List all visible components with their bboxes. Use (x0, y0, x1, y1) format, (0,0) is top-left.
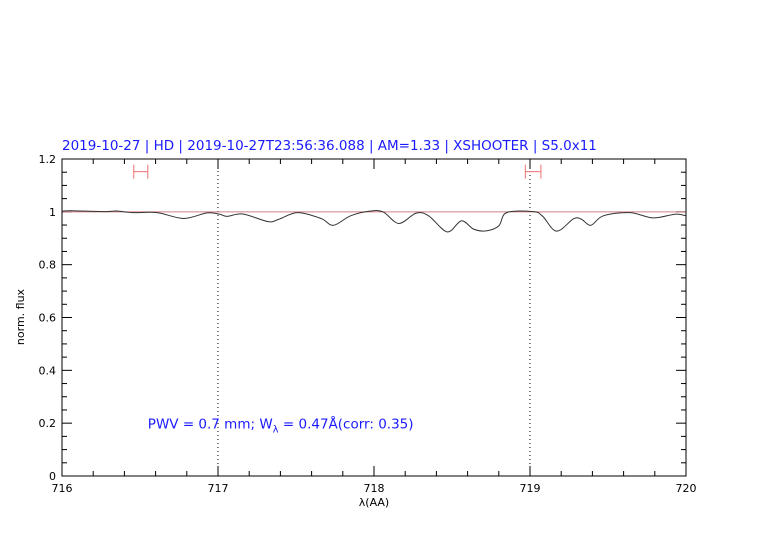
x-tick-label: 718 (364, 482, 385, 495)
annotation-subscript: λ (273, 424, 279, 435)
annotation-prefix: PWV = 0.7 mm; W (148, 416, 273, 432)
x-tick-label: 716 (52, 482, 73, 495)
flux-line (61, 210, 687, 233)
pwv-annotation: PWV = 0.7 mm; Wλ = 0.47Å(corr: 0.35) (148, 415, 414, 435)
y-tick-label: 0.4 (39, 364, 57, 377)
annotation-suffix: = 0.47Å(corr: 0.35) (279, 415, 414, 432)
y-tick-label: 0.2 (39, 417, 57, 430)
y-tick-label: 1.2 (39, 153, 57, 166)
chart-title: 2019-10-27 | HD | 2019-10-27T23:56:36.08… (62, 138, 597, 154)
y-tick-label: 0.8 (39, 259, 57, 272)
y-axis-label: norm. flux (14, 288, 27, 345)
plot-frame (61, 158, 687, 477)
y-tick-label: 0.6 (39, 312, 57, 325)
x-tick-label: 717 (208, 482, 229, 495)
x-tick-label: 720 (676, 482, 697, 495)
x-axis-label: λ(AA) (359, 496, 389, 509)
y-tick-label: 0 (49, 470, 56, 483)
y-tick-label: 1 (49, 206, 56, 219)
x-tick-label: 719 (520, 482, 541, 495)
